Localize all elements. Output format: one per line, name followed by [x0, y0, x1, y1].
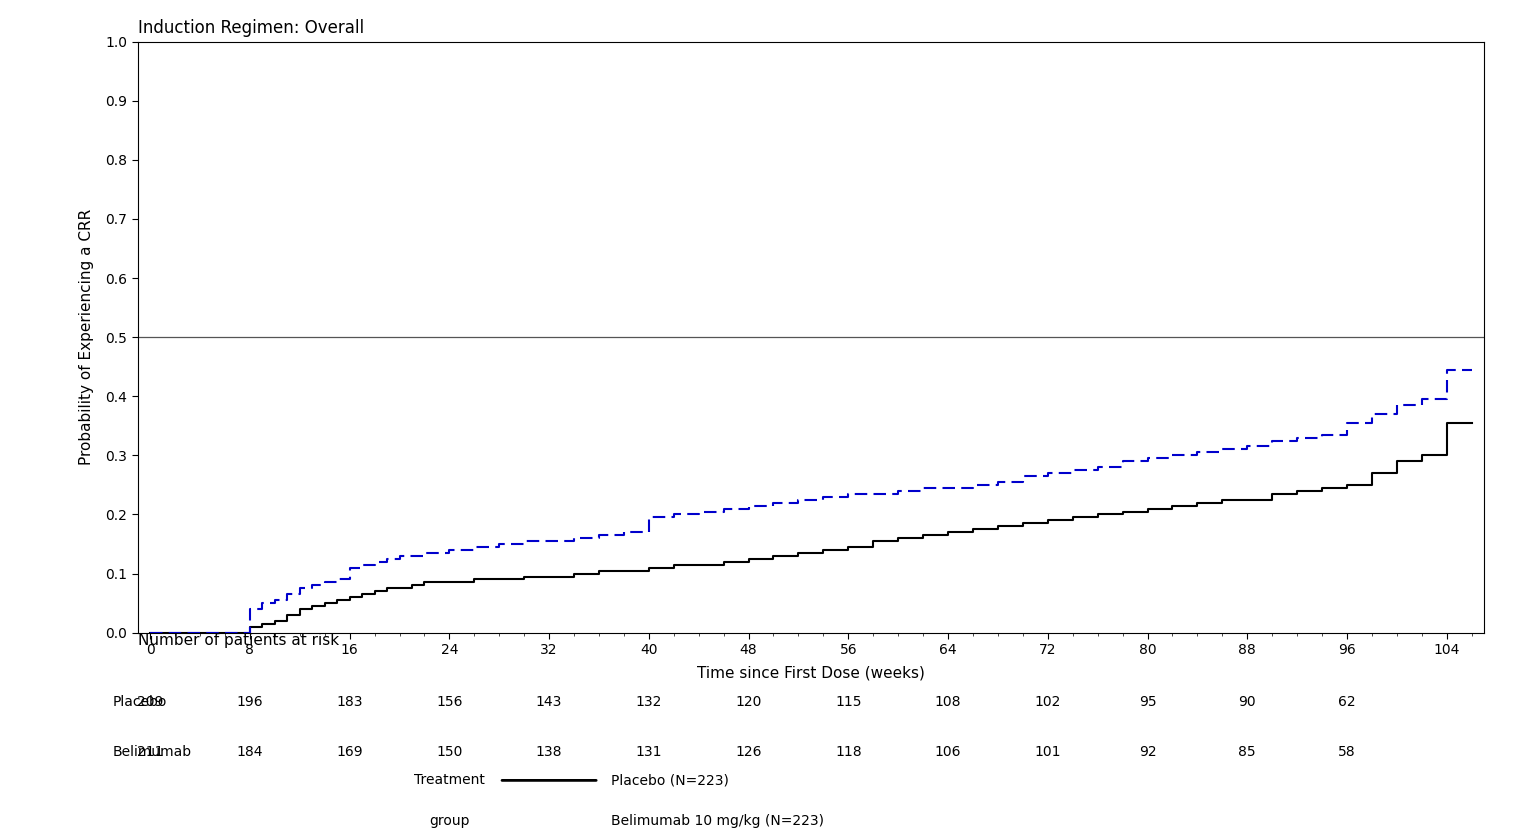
Text: Belimumab 10 mg/kg (N=223): Belimumab 10 mg/kg (N=223) — [612, 815, 825, 828]
Text: 209: 209 — [138, 696, 164, 710]
Text: 184: 184 — [237, 745, 263, 759]
Text: 120: 120 — [736, 696, 762, 710]
Text: 126: 126 — [736, 745, 762, 759]
Text: 131: 131 — [635, 745, 662, 759]
Text: 90: 90 — [1238, 696, 1256, 710]
Text: 138: 138 — [536, 745, 563, 759]
Text: 58: 58 — [1339, 745, 1356, 759]
Text: 118: 118 — [835, 745, 861, 759]
Text: 101: 101 — [1034, 745, 1060, 759]
Text: 62: 62 — [1339, 696, 1356, 710]
Text: 211: 211 — [136, 745, 164, 759]
Text: 115: 115 — [835, 696, 861, 710]
Text: 150: 150 — [436, 745, 462, 759]
Text: Number of patients at risk: Number of patients at risk — [138, 633, 338, 648]
Text: 106: 106 — [935, 745, 961, 759]
Text: group: group — [428, 815, 470, 828]
Text: 132: 132 — [635, 696, 662, 710]
Text: 196: 196 — [237, 696, 263, 710]
Text: 108: 108 — [935, 696, 961, 710]
Text: Placebo (N=223): Placebo (N=223) — [612, 773, 730, 787]
Text: Belimumab: Belimumab — [113, 745, 191, 759]
Text: Placebo: Placebo — [113, 696, 167, 710]
Text: 92: 92 — [1138, 745, 1157, 759]
Text: Treatment: Treatment — [415, 773, 485, 787]
Text: 102: 102 — [1034, 696, 1060, 710]
Text: 156: 156 — [436, 696, 462, 710]
Text: 85: 85 — [1238, 745, 1256, 759]
Text: 95: 95 — [1138, 696, 1157, 710]
Text: 183: 183 — [337, 696, 363, 710]
Text: 143: 143 — [536, 696, 563, 710]
Text: Induction Regimen: Overall: Induction Regimen: Overall — [138, 19, 364, 38]
Y-axis label: Probability of Experiencing a CRR: Probability of Experiencing a CRR — [80, 209, 95, 465]
Text: 169: 169 — [337, 745, 363, 759]
X-axis label: Time since First Dose (weeks): Time since First Dose (weeks) — [698, 666, 924, 681]
